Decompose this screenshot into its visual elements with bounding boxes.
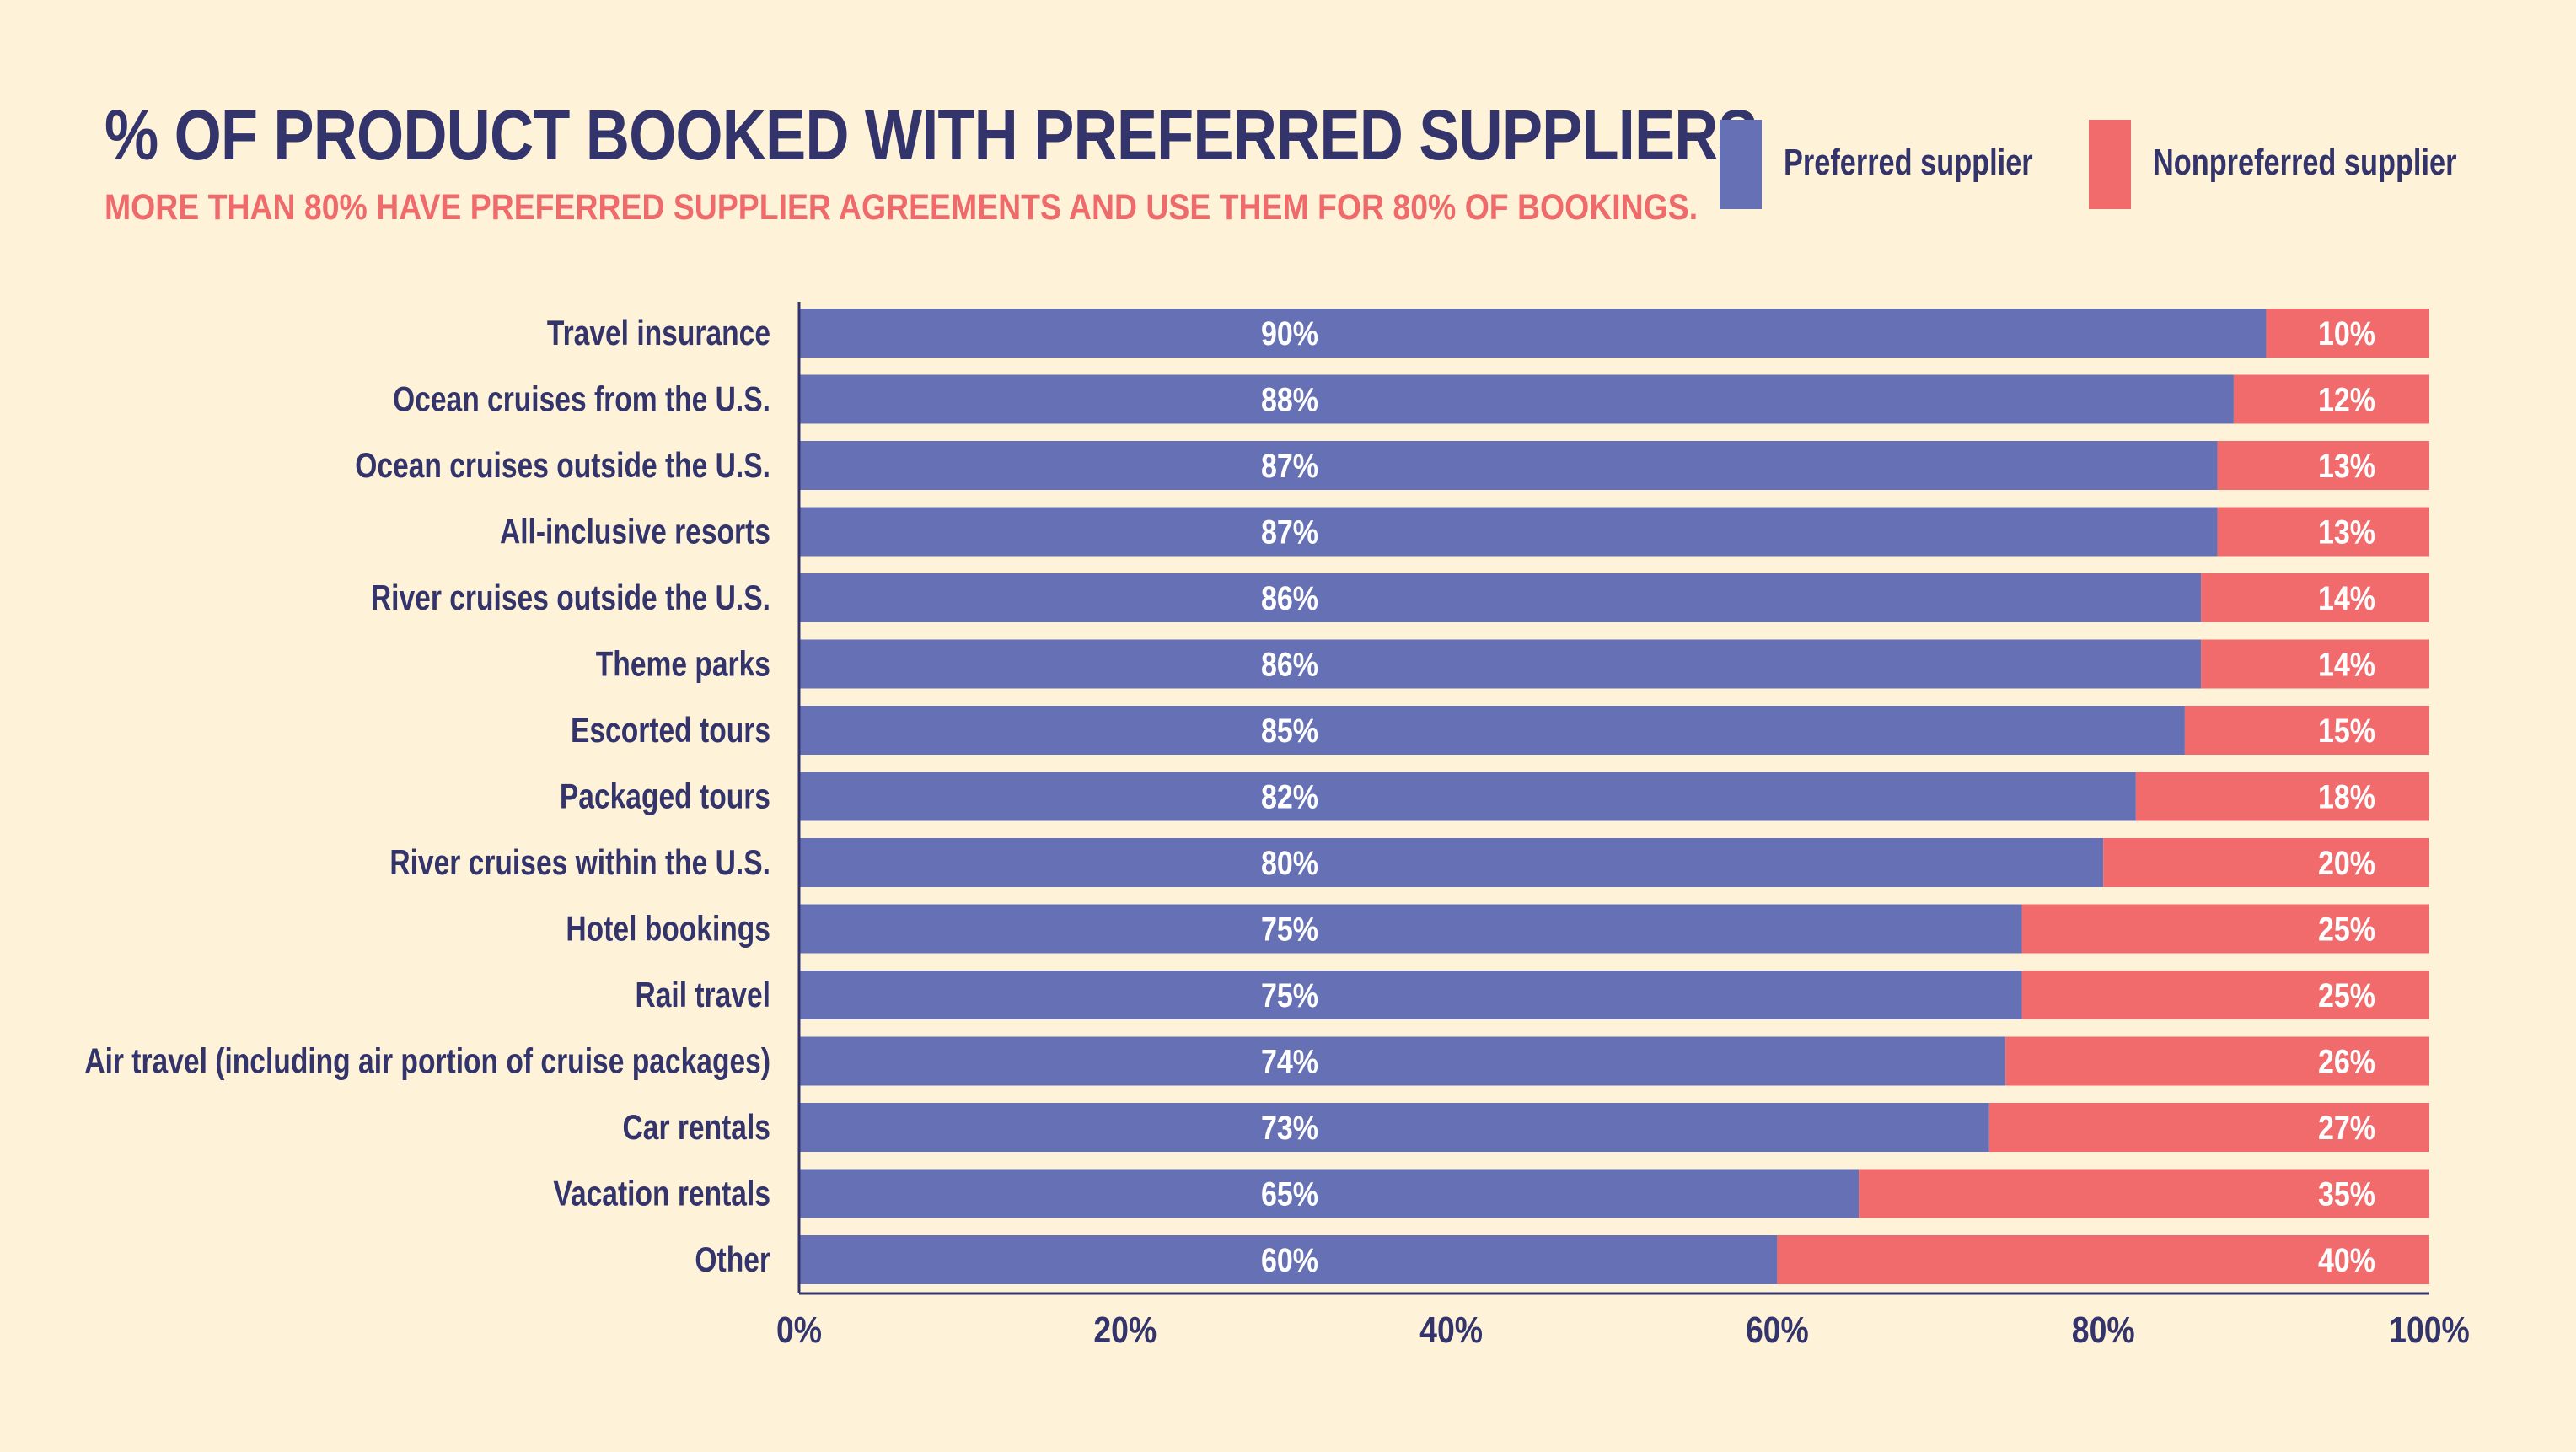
value-label-nonpreferred: 10% <box>2318 314 2375 352</box>
value-label-nonpreferred: 20% <box>2318 843 2375 881</box>
value-label-nonpreferred: 25% <box>2318 910 2375 948</box>
value-label-preferred: 73% <box>1261 1108 1318 1146</box>
bar-preferred <box>799 309 2267 358</box>
category-label: Air travel (including air portion of cru… <box>84 1042 770 1081</box>
bar-nonpreferred <box>2217 441 2429 490</box>
value-label-nonpreferred: 14% <box>2318 578 2375 616</box>
value-label-preferred: 86% <box>1261 645 1318 683</box>
bar-preferred <box>799 838 2104 887</box>
category-label: All-inclusive resorts <box>500 513 770 551</box>
bar-nonpreferred <box>1859 1169 2429 1218</box>
category-label: River cruises outside the U.S. <box>371 579 770 618</box>
value-label-preferred: 87% <box>1261 446 1318 484</box>
value-label-nonpreferred: 25% <box>2318 976 2375 1014</box>
bar-preferred <box>799 507 2218 557</box>
value-label-nonpreferred: 14% <box>2318 645 2375 683</box>
value-label-preferred: 74% <box>1261 1042 1318 1080</box>
legend-label-preferred: Preferred supplier <box>1784 142 2033 183</box>
bar-preferred <box>799 639 2202 689</box>
bar-preferred <box>799 441 2218 490</box>
value-label-nonpreferred: 13% <box>2318 513 2375 551</box>
bar-nonpreferred <box>2021 904 2429 954</box>
value-label-nonpreferred: 26% <box>2318 1042 2375 1080</box>
value-label-preferred: 82% <box>1261 777 1318 815</box>
bar-preferred <box>799 971 2022 1019</box>
x-tick-label: 80% <box>2072 1309 2135 1351</box>
bar-nonpreferred <box>2233 374 2429 424</box>
category-label: Other <box>695 1241 770 1280</box>
bar-nonpreferred <box>2135 772 2429 821</box>
value-label-nonpreferred: 27% <box>2318 1108 2375 1146</box>
bar-nonpreferred <box>1777 1235 2429 1284</box>
value-label-preferred: 75% <box>1261 976 1318 1014</box>
bar-preferred <box>799 1169 1860 1218</box>
category-label: Vacation rentals <box>553 1175 770 1213</box>
bar-preferred <box>799 1036 2006 1086</box>
bar-nonpreferred <box>2005 1036 2429 1086</box>
category-label: Escorted tours <box>571 712 770 750</box>
value-label-nonpreferred: 18% <box>2318 777 2375 815</box>
bar-preferred <box>799 374 2234 424</box>
value-label-nonpreferred: 15% <box>2318 711 2375 749</box>
bar-preferred <box>799 1103 1989 1152</box>
category-label: Ocean cruises outside the U.S. <box>355 447 770 486</box>
bar-preferred <box>799 573 2202 622</box>
bar-nonpreferred <box>2266 309 2429 358</box>
legend-swatch-nonpreferred <box>2089 120 2131 209</box>
bar-preferred <box>799 706 2185 755</box>
x-tick-label: 40% <box>1419 1309 1483 1351</box>
value-label-nonpreferred: 40% <box>2318 1240 2375 1278</box>
bar-preferred <box>799 904 2022 954</box>
legend-swatch-preferred <box>1720 120 1762 209</box>
category-label: Rail travel <box>635 976 770 1015</box>
value-label-nonpreferred: 12% <box>2318 380 2375 418</box>
bar-preferred <box>799 1235 1778 1284</box>
category-label: Ocean cruises from the U.S. <box>393 380 770 419</box>
bar-preferred <box>799 772 2136 821</box>
chart-title: % OF PRODUCT BOOKED WITH PREFERRED SUPPL… <box>105 95 1758 175</box>
category-label: Car rentals <box>623 1109 770 1148</box>
value-label-preferred: 87% <box>1261 513 1318 551</box>
x-tick-label: 0% <box>776 1309 822 1351</box>
bar-nonpreferred <box>2184 706 2429 755</box>
value-label-preferred: 75% <box>1261 910 1318 948</box>
category-label: Packaged tours <box>560 777 770 816</box>
x-tick-label: 20% <box>1093 1309 1157 1351</box>
x-tick-label: 100% <box>2389 1309 2470 1351</box>
x-tick-label: 60% <box>1746 1309 1809 1351</box>
value-label-preferred: 86% <box>1261 578 1318 616</box>
bar-nonpreferred <box>2201 639 2429 689</box>
bar-nonpreferred <box>2103 838 2429 887</box>
value-label-preferred: 65% <box>1261 1175 1318 1213</box>
value-label-preferred: 88% <box>1261 380 1318 418</box>
value-label-preferred: 80% <box>1261 843 1318 881</box>
chart-subtitle: MORE THAN 80% HAVE PREFERRED SUPPLIER AG… <box>105 187 1699 228</box>
value-label-preferred: 60% <box>1261 1240 1318 1278</box>
bar-nonpreferred <box>2021 971 2429 1019</box>
category-label: Theme parks <box>596 645 770 684</box>
legend-label-nonpreferred: Nonpreferred supplier <box>2153 142 2457 183</box>
category-label: Travel insurance <box>547 315 770 353</box>
value-label-nonpreferred: 35% <box>2318 1175 2375 1213</box>
value-label-preferred: 85% <box>1261 711 1318 749</box>
value-label-preferred: 90% <box>1261 314 1318 352</box>
category-label: River cruises within the U.S. <box>389 844 770 883</box>
category-label: Hotel bookings <box>566 910 770 949</box>
bar-nonpreferred <box>2201 573 2429 622</box>
bar-nonpreferred <box>2217 507 2429 557</box>
bar-nonpreferred <box>1988 1103 2429 1152</box>
value-label-nonpreferred: 13% <box>2318 446 2375 484</box>
